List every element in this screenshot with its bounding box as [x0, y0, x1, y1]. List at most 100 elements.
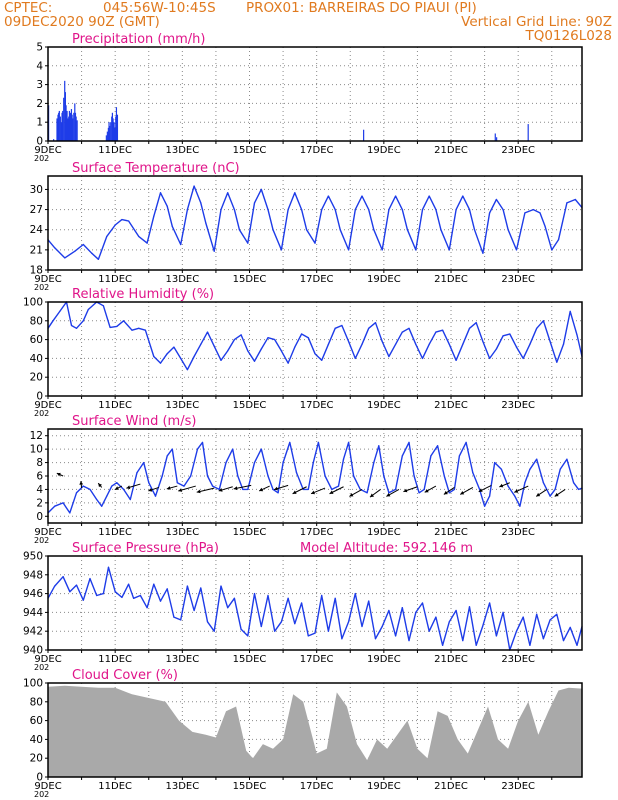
rh-point — [536, 327, 538, 329]
press-point — [435, 616, 437, 618]
press-point — [69, 591, 71, 593]
x-year-stub: 202 — [34, 283, 49, 292]
rh-point — [180, 357, 182, 359]
temp-point — [193, 185, 195, 187]
precip-bar — [74, 112, 77, 141]
wind-arrowhead — [514, 489, 519, 493]
temp-point — [507, 229, 509, 231]
rh-point — [109, 326, 111, 328]
temp-point — [186, 208, 188, 211]
temp-point — [233, 208, 235, 211]
temp-point — [97, 258, 99, 260]
precip-bar — [56, 118, 58, 141]
temp-point — [54, 247, 56, 249]
temp-point — [551, 249, 553, 251]
wind-point — [342, 458, 345, 460]
wind-point — [465, 441, 467, 444]
temp-point — [489, 212, 491, 214]
wind-point — [536, 458, 538, 460]
temp-point — [440, 229, 442, 231]
rh-point — [462, 343, 464, 345]
wind-point — [143, 461, 145, 464]
temp-point — [524, 212, 526, 214]
press-point — [240, 628, 242, 630]
temp-point — [64, 257, 66, 259]
wind-point — [478, 488, 481, 491]
wind-point — [242, 488, 244, 491]
temp-point — [455, 208, 457, 211]
panel-title: Surface Pressure (hPa) — [72, 541, 219, 556]
temp-point — [74, 250, 76, 252]
wind-point — [395, 488, 397, 491]
rh-point — [144, 329, 146, 331]
press-point — [260, 625, 262, 628]
precip-bar — [105, 135, 107, 141]
wind-point — [116, 482, 118, 484]
rh-point — [206, 331, 209, 333]
rh-point — [200, 343, 202, 345]
press-point — [274, 630, 276, 632]
y-tick-label: 6 — [36, 471, 43, 483]
y-tick-label: 944 — [23, 607, 43, 619]
wind-point — [54, 505, 56, 507]
rh-point — [82, 320, 84, 322]
wind-point — [106, 495, 108, 497]
cloud-area — [48, 685, 582, 777]
y-tick-label: 5 — [36, 42, 43, 54]
wind-point — [418, 492, 420, 494]
temp-point — [361, 195, 363, 197]
precip-bar — [62, 110, 64, 141]
rh-point — [131, 329, 133, 331]
wind-point — [111, 485, 113, 487]
temp-point — [138, 235, 140, 238]
press-point — [173, 616, 175, 618]
temp-line — [47, 185, 583, 260]
x-tick-label: 21DEC — [434, 654, 468, 665]
precip-bar — [114, 127, 116, 141]
temp-point — [462, 195, 464, 197]
panel-title: Cloud Cover (%) — [72, 668, 178, 683]
x-tick-label: 17DEC — [300, 274, 334, 285]
press-point — [421, 602, 424, 604]
wind-point — [373, 461, 375, 464]
header-vertical-grid: Vertical Grid Line: 90Z — [461, 14, 612, 30]
press-point — [556, 613, 558, 615]
x-tick-label: 15DEC — [233, 781, 267, 792]
rh-point — [260, 348, 262, 350]
press-point — [408, 640, 410, 642]
wind-arrowhead — [403, 488, 408, 493]
x-tick-label: 9DEC — [34, 145, 61, 156]
temp-point — [91, 252, 93, 254]
y-tick-label: 1 — [36, 117, 43, 129]
wind-arrowhead — [196, 489, 201, 494]
temp-point — [171, 225, 173, 227]
wind-point — [388, 492, 390, 494]
x-tick-label: 17DEC — [300, 145, 334, 156]
wind-point — [500, 468, 502, 470]
temp-point — [482, 252, 484, 254]
x-tick-label: 21DEC — [434, 145, 468, 156]
press-point — [62, 576, 64, 578]
press-point — [495, 635, 497, 637]
temp-point — [395, 195, 397, 197]
press-point — [448, 621, 450, 623]
rh-point — [247, 350, 249, 352]
press-point — [388, 609, 390, 612]
temp-point — [566, 202, 568, 204]
wind-point — [324, 475, 326, 477]
wind-point — [282, 461, 284, 464]
precip-bar — [115, 107, 118, 141]
rh-point — [502, 335, 504, 337]
temp-point — [247, 242, 249, 244]
y-tick-label: 27 — [30, 204, 43, 216]
press-point — [128, 583, 130, 585]
wind-point — [211, 485, 214, 487]
y-tick-label: 940 — [23, 645, 43, 657]
press-point — [213, 630, 215, 632]
rh-point — [408, 327, 410, 329]
x-tick-label: 19DEC — [367, 145, 401, 156]
rh-point — [220, 359, 222, 361]
wind-point — [453, 488, 455, 491]
temp-point — [448, 249, 450, 251]
press-point — [200, 587, 202, 589]
